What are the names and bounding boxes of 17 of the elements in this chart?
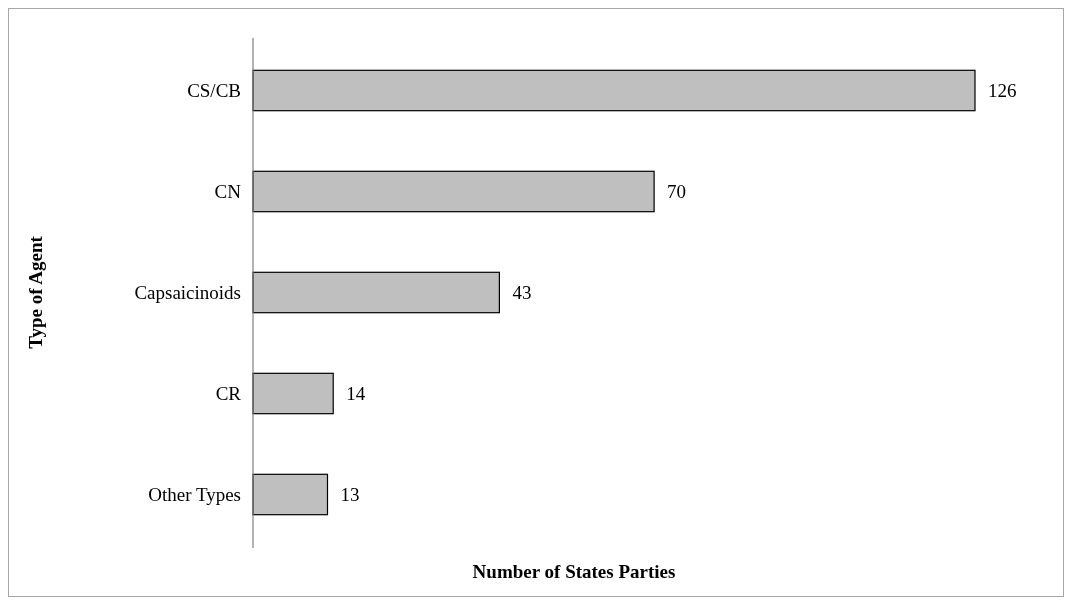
bar xyxy=(252,473,329,516)
data-label: 43 xyxy=(512,282,532,304)
y-axis-title: Type of Agent xyxy=(25,235,46,349)
y-tick-label: CN xyxy=(214,181,242,203)
data-label: 13 xyxy=(340,484,360,506)
bar xyxy=(252,372,334,415)
y-tick-label: CR xyxy=(215,383,242,405)
y-tick-label: Capsaicinoids xyxy=(134,282,241,304)
y-tick-label: CS/CB xyxy=(187,80,241,102)
bar xyxy=(252,170,655,213)
bar xyxy=(252,69,976,112)
data-label: 14 xyxy=(346,383,366,405)
data-label: 70 xyxy=(667,181,687,203)
y-tick-label: Other Types xyxy=(148,484,241,506)
data-label: 126 xyxy=(988,80,1017,102)
bar xyxy=(252,271,500,314)
x-axis-title: Number of States Parties xyxy=(472,561,676,582)
